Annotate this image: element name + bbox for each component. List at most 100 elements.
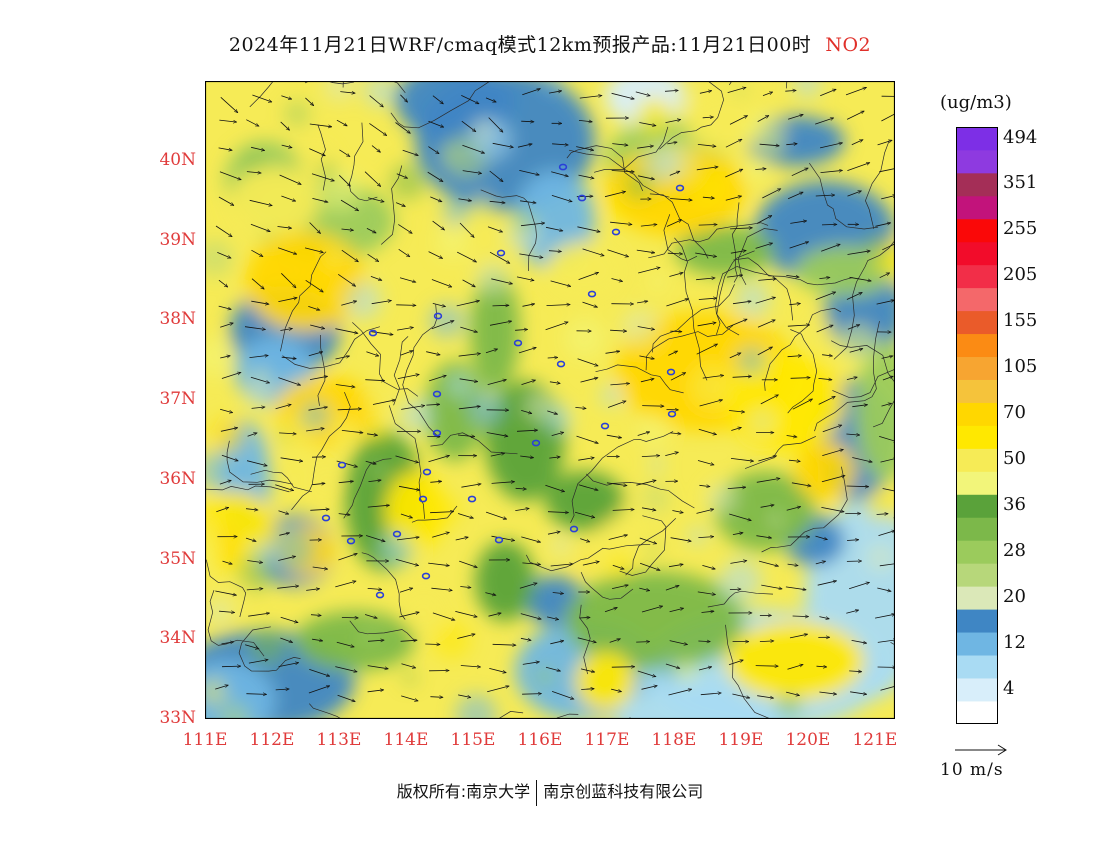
- longitude-label: 121E: [852, 730, 898, 750]
- wind-arrow: [670, 372, 686, 381]
- city-marker: [531, 439, 541, 447]
- wind-arrow: [305, 97, 313, 106]
- wind-arrow: [456, 301, 480, 307]
- wind-arrow: [668, 689, 692, 696]
- reference-vector-label: 10 m/s: [940, 760, 1004, 780]
- wind-arrow: [792, 616, 809, 617]
- wind-arrow: [756, 478, 780, 483]
- wind-arrow: [846, 110, 864, 120]
- wind-arrow: [787, 325, 810, 326]
- wind-arrow: [304, 247, 323, 253]
- legend-value-label: 105: [1003, 356, 1038, 378]
- concentration-cell: [318, 161, 337, 181]
- wind-arrow: [755, 297, 776, 304]
- legend-value-label: 4: [1003, 677, 1015, 699]
- wind-arrow: [306, 428, 324, 432]
- concentration-cell: [688, 527, 707, 546]
- wind-arrow: [699, 400, 723, 407]
- wind-arrow: [727, 275, 743, 278]
- concentration-cell: [691, 365, 735, 409]
- boundary-line: [731, 202, 740, 283]
- footer-divider: [536, 779, 538, 806]
- city-marker: [422, 468, 432, 476]
- concentration-cell: [447, 372, 472, 398]
- wind-arrow: [875, 614, 895, 619]
- wind-arrow: [521, 121, 534, 122]
- concentration-cell: [674, 659, 697, 683]
- wind-arrow: [279, 533, 289, 536]
- wind-arrow: [457, 435, 475, 437]
- wind-arrow: [758, 456, 776, 462]
- wind-arrow: [458, 406, 481, 410]
- wind-arrow: [430, 196, 442, 202]
- wind-arrow: [335, 356, 350, 360]
- wind-arrow: [639, 587, 649, 591]
- city-marker: [433, 312, 443, 320]
- concentration-cell: [361, 393, 380, 412]
- boundary-line: [304, 81, 406, 94]
- boundary-line: [380, 165, 403, 245]
- legend-swatch: [956, 310, 998, 335]
- boundary-line: [282, 326, 380, 369]
- wind-arrow: [638, 267, 660, 274]
- wind-arrow: [400, 513, 413, 518]
- wind-arrow: [395, 455, 419, 463]
- wind-arrow: [219, 408, 233, 413]
- wind-arrow: [786, 144, 797, 145]
- wind-arrow: [730, 561, 747, 564]
- concentration-cell: [455, 693, 498, 719]
- wind-arrow: [788, 460, 800, 461]
- wind-arrow: [489, 668, 506, 672]
- legend-value-label: 205: [1003, 264, 1038, 286]
- concentration-cell: [300, 400, 330, 431]
- wind-arrow: [577, 637, 597, 643]
- wind-arrow: [244, 644, 259, 649]
- wind-arrow: [846, 610, 858, 614]
- wind-arrow: [309, 123, 332, 127]
- wind-arrow: [367, 434, 377, 436]
- legend-swatch: [956, 356, 998, 380]
- wind-arrow: [876, 514, 889, 515]
- wind-arrow: [878, 531, 895, 536]
- wind-arrow: [222, 560, 233, 564]
- wind-arrow: [732, 301, 751, 305]
- wind-arrow: [700, 693, 722, 696]
- boundary-line: [580, 571, 634, 600]
- boundary-line: [595, 364, 684, 394]
- wind-arrow: [787, 564, 799, 566]
- boundary-line: [594, 126, 669, 173]
- boundary-line: [393, 336, 409, 406]
- wind-arrow: [252, 94, 272, 102]
- wind-arrow: [251, 300, 269, 304]
- wind-arrow: [579, 617, 590, 618]
- wind-arrow: [578, 484, 598, 491]
- wind-arrow: [460, 587, 471, 588]
- wind-arrow: [787, 356, 802, 357]
- legend-swatch: [956, 471, 998, 495]
- boundary-line: [715, 266, 794, 336]
- wind-arrow: [460, 666, 481, 668]
- wind-arrow: [611, 171, 635, 172]
- wind-arrow: [216, 507, 229, 513]
- wind-arrow: [488, 117, 503, 133]
- wind-arrow: [401, 406, 425, 410]
- boundary-line: [411, 505, 458, 523]
- legend-swatch: [956, 632, 998, 656]
- longitude-label: 114E: [383, 730, 429, 750]
- wind-arrow: [791, 482, 811, 486]
- concentration-cell: [792, 81, 822, 98]
- wind-arrow: [458, 354, 481, 357]
- wind-arrow: [369, 123, 386, 135]
- wind-arrow: [552, 144, 568, 145]
- wind-arrow: [821, 507, 844, 511]
- wind-arrow: [665, 120, 681, 123]
- wind-arrow: [275, 404, 292, 410]
- legend-value-label: 50: [1003, 447, 1026, 469]
- wind-arrow: [519, 583, 537, 589]
- wind-arrow: [697, 591, 716, 595]
- longitude-label: 115E: [450, 730, 496, 750]
- wind-arrow: [395, 558, 419, 565]
- legend-swatch: [956, 448, 998, 472]
- wind-arrow: [669, 273, 683, 277]
- boundary-line: [566, 145, 644, 192]
